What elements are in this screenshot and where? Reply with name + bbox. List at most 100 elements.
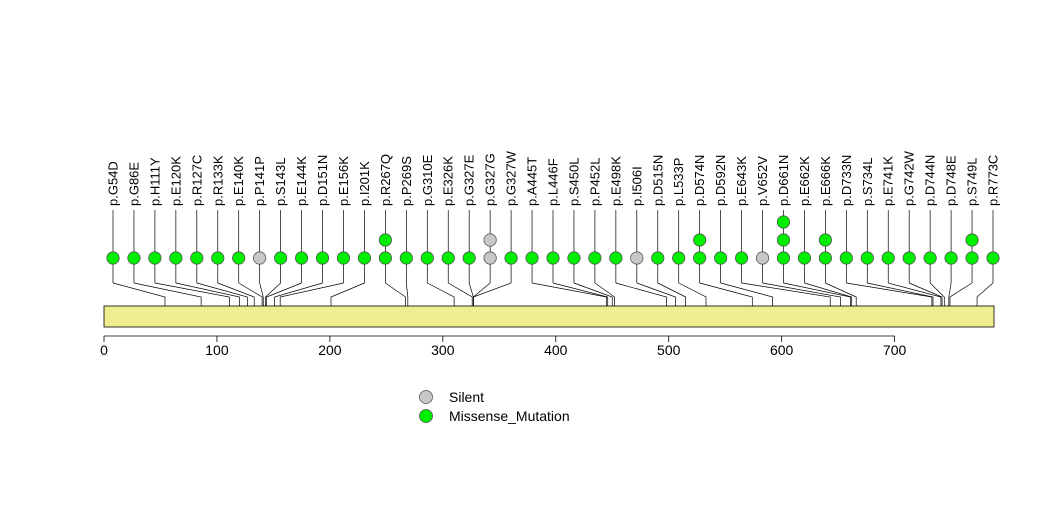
missense-point	[504, 251, 518, 265]
mutation-label: p.P452L	[587, 158, 602, 206]
missense-point	[693, 233, 707, 247]
mutation-label: p.L533P	[671, 158, 686, 206]
mutation-label: p.A445T	[525, 157, 540, 206]
mutation-lollipop: p.G327E	[462, 154, 477, 306]
mutation-label: p.E144K	[294, 156, 309, 206]
missense-point	[714, 251, 728, 265]
missense-point	[839, 251, 853, 265]
mutation-label: p.E120K	[168, 156, 183, 206]
mutation-label: p.G310E	[420, 154, 435, 206]
missense-point	[274, 251, 288, 265]
silent-point	[483, 251, 497, 265]
mutation-connector	[133, 282, 202, 306]
silent-point	[483, 233, 497, 247]
legend: Silent Missense_Mutation	[419, 389, 570, 424]
missense-point	[357, 251, 372, 265]
mutation-connector	[846, 282, 933, 306]
mutation-connector	[657, 282, 687, 306]
mutation-label: p.E156K	[336, 156, 351, 206]
legend-swatch	[419, 390, 433, 404]
mutation-label: p.P269S	[399, 156, 414, 206]
mutation-connector	[468, 282, 474, 306]
missense-point	[462, 251, 476, 265]
mutation-label: p.E741K	[881, 156, 896, 206]
silent-point	[630, 251, 644, 265]
mutation-lollipop: p.D744N	[923, 155, 945, 306]
mutation-lollipop: p.R773C	[976, 155, 1001, 306]
missense-point	[797, 251, 812, 265]
mutation-label: p.E662K	[797, 156, 812, 206]
missense-point	[106, 251, 120, 265]
x-tick-label: 400	[544, 342, 568, 358]
mutation-label: p.G327E	[462, 154, 477, 206]
mutation-connector	[175, 282, 240, 306]
mutation-lollipop: p.G54D	[106, 161, 166, 306]
mutation-connector	[472, 282, 512, 306]
mutation-label: p.G742W	[902, 150, 917, 206]
mutation-lollipop: p.L446F	[546, 158, 609, 306]
mutation-label: p.S143L	[273, 158, 288, 206]
missense-point	[211, 251, 225, 265]
x-tick-label: 700	[883, 342, 907, 358]
mutation-lollipop: p.P141P	[252, 156, 267, 306]
mutation-connector	[279, 282, 344, 306]
mutation-lollipop: p.D151N	[274, 155, 330, 306]
missense-point	[399, 251, 413, 265]
missense-point	[818, 251, 832, 265]
x-tick-label: 600	[770, 342, 794, 358]
mutation-connector	[385, 282, 406, 306]
mutation-lollipop: p.H111Y	[147, 157, 230, 306]
missense-point	[902, 251, 916, 265]
missense-point	[127, 251, 141, 265]
missense-point	[776, 251, 791, 265]
x-tick-label: 500	[657, 342, 681, 358]
mutation-label: p.D661N	[776, 155, 791, 206]
mutation-label: p.H111Y	[147, 157, 162, 206]
mutation-connector	[720, 282, 773, 306]
mutation-connector	[699, 282, 753, 306]
mutation-lollipop: p.S749L	[949, 158, 980, 306]
mutation-connector	[259, 282, 264, 306]
missense-point	[441, 251, 455, 265]
mutation-connector	[949, 282, 973, 306]
mutation-lollipop: p.G327G	[472, 153, 498, 306]
legend-label: Missense_Mutation	[449, 408, 570, 424]
mutation-label: p.G54D	[106, 161, 121, 206]
mutation-connector	[825, 282, 857, 306]
mutation-label: p.R267Q	[378, 154, 393, 206]
mutation-lollipop: p.E120K	[168, 156, 240, 306]
mutation-lollipop: p.E144K	[266, 156, 309, 306]
silent-point	[253, 251, 267, 265]
x-tick-label: 100	[205, 342, 229, 358]
missense-point	[232, 251, 246, 265]
mutation-lollipop: p.D748E	[944, 155, 959, 306]
missense-point	[525, 251, 539, 265]
mutation-label: p.D592N	[713, 155, 728, 206]
mutation-lollipop: p.L533P	[671, 158, 707, 306]
missense-point	[378, 251, 392, 265]
mutation-lollipop: p.G742W	[902, 150, 943, 306]
mutation-connector	[274, 282, 323, 306]
mutation-label: p.E643K	[734, 156, 749, 206]
missense-point	[588, 251, 602, 265]
mutation-lollipop: p.I201K	[330, 161, 372, 306]
mutation-connector	[741, 282, 831, 306]
mutation-lollipop: p.G327W	[472, 150, 519, 306]
mutation-connector	[594, 282, 615, 306]
mutation-lollipop: p.D515N	[650, 155, 687, 306]
mutation-label: p.S450L	[566, 158, 581, 206]
mutation-label: p.S749L	[965, 158, 980, 206]
mutation-connector	[266, 282, 302, 306]
mutation-label: p.R773C	[986, 155, 1001, 206]
mutation-label: p.L446F	[546, 158, 561, 206]
mutation-connector	[976, 282, 994, 306]
mutation-lollipop: p.E643K	[734, 156, 831, 306]
mutation-connector	[265, 282, 281, 306]
mutation-label: p.P141P	[252, 156, 267, 206]
mutation-connector	[678, 282, 707, 306]
mutation-connector	[636, 282, 676, 306]
mutation-lollipop: p.E662K	[797, 156, 853, 306]
mutation-label: p.G327W	[504, 150, 519, 206]
mutation-lollipop: p.D574N	[692, 155, 753, 306]
